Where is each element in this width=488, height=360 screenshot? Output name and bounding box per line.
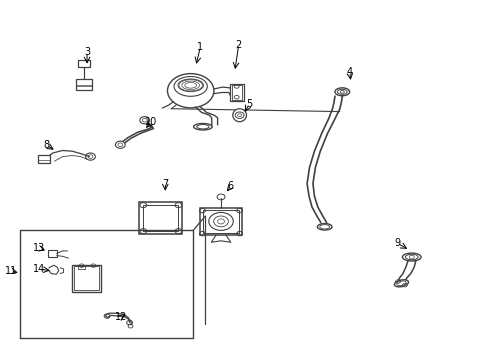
Text: 14: 14: [33, 264, 45, 274]
Ellipse shape: [193, 123, 212, 130]
Text: 9: 9: [393, 238, 399, 248]
Ellipse shape: [167, 74, 214, 108]
Circle shape: [140, 117, 149, 124]
Bar: [78, 60, 90, 67]
Bar: [72, 265, 101, 292]
Ellipse shape: [402, 253, 420, 261]
Text: 8: 8: [43, 140, 49, 150]
Ellipse shape: [317, 224, 331, 230]
Bar: [76, 79, 92, 90]
Bar: [203, 210, 238, 233]
Text: 5: 5: [246, 99, 252, 109]
Bar: [230, 84, 244, 101]
Bar: [143, 205, 178, 231]
Bar: [200, 208, 241, 235]
Bar: [74, 266, 99, 290]
Text: 6: 6: [227, 181, 233, 192]
Text: 10: 10: [144, 117, 157, 127]
Text: 1: 1: [197, 42, 203, 52]
Bar: [139, 202, 182, 234]
Text: 3: 3: [84, 47, 90, 57]
Bar: [48, 250, 57, 257]
Text: 2: 2: [235, 40, 241, 50]
Ellipse shape: [394, 280, 407, 287]
Ellipse shape: [232, 109, 246, 122]
Bar: [78, 266, 85, 269]
Bar: [231, 85, 242, 100]
Text: 4: 4: [346, 67, 352, 77]
Text: 7: 7: [162, 179, 168, 189]
Text: 11: 11: [4, 266, 17, 276]
Text: 13: 13: [33, 243, 45, 253]
Text: 12: 12: [115, 312, 127, 322]
Ellipse shape: [334, 88, 349, 96]
Circle shape: [115, 141, 125, 148]
Bar: [38, 155, 50, 163]
